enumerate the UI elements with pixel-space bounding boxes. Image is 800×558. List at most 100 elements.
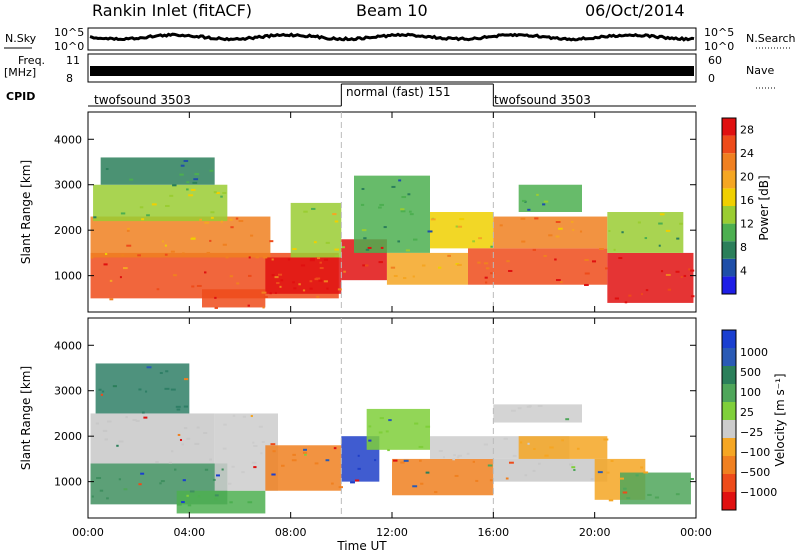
power-cell [309,259,315,262]
power-cell [311,207,316,210]
power-cell [438,266,442,269]
time-axis-label: Time UT [336,539,387,553]
velocity-ytick-label: 4000 [54,339,82,352]
velocity-cell [452,458,456,461]
power-ytick-label: 2000 [54,224,82,237]
nsky-tick-bottom: 10^0 [54,40,84,53]
power-cell [506,260,510,263]
power-cell [543,200,549,203]
power-cell [298,283,301,286]
velocity-cell [197,495,201,498]
velocity-cell [179,438,182,441]
power-cell [156,288,160,291]
velocity-cell [561,439,564,442]
power-cell [139,206,144,209]
velocity-cell [183,427,188,430]
power-cell [120,212,126,215]
power-cell [477,261,481,264]
power-cbar-swatch [722,170,736,189]
beam-label: Beam 10 [356,1,428,20]
velocity-cell [123,488,128,491]
velocity-cell [635,474,639,477]
power-cell [274,276,279,279]
freq-label: Freq. [18,54,45,67]
velocity-cell [253,466,257,469]
power-cell [287,258,291,261]
velocity-cell [182,479,186,482]
velocity-cbar-swatch [722,402,736,420]
velocity-cell [292,453,296,456]
power-cell [262,306,265,309]
power-cell [572,228,575,231]
power-cell [172,184,177,187]
power-cell [367,246,372,249]
power-cell [334,255,340,258]
power-cell [274,291,277,294]
velocity-cell [597,471,603,474]
power-cell [644,237,648,240]
nsky-tick-top: 10^5 [54,26,84,39]
freq-unit: [MHz] [4,66,36,79]
power-cell [343,270,346,273]
power-cell [210,211,215,214]
velocity-cell [214,494,219,497]
velocity-cell [204,468,209,471]
power-cell [660,270,664,273]
power-cell [401,196,407,199]
velocity-cell [414,422,419,425]
power-cell [405,249,410,252]
power-cbar-tick: 24 [740,147,754,160]
velocity-cell [510,409,516,412]
velocity-cell [571,466,576,469]
velocity-cell [209,458,212,461]
power-cell [430,218,436,221]
power-cell [193,178,199,181]
velocity-cell [143,416,148,419]
power-cell [542,203,546,206]
power-cell [165,204,170,207]
power-cell [645,289,649,292]
power-region [90,216,271,258]
velocity-cell [140,472,145,475]
velocity-cell [527,442,530,445]
velocity-cell [517,407,522,410]
power-cell [169,194,174,197]
power-cell [499,224,503,227]
power-cell [570,220,574,223]
power-cell [400,208,405,211]
power-cell [179,173,184,176]
velocity-cbar-swatch [722,348,736,366]
velocity-cbar-swatch [722,456,736,474]
power-cell [521,199,526,202]
power-cbar-tick: 12 [740,218,754,231]
power-cbar-swatch [722,135,736,154]
velocity-cbar-tick: −500 [740,466,770,479]
freq-tick-bottom: 8 [66,72,73,85]
power-region [430,212,494,249]
cpid-strip: CPID twofsound 3503 normal (fast) 151 tw… [6,83,696,107]
power-cbar-swatch [722,153,736,171]
power-cell [180,164,185,167]
nave-tick-bottom: 0 [708,72,715,85]
power-region [607,252,694,303]
power-cell [222,191,227,194]
power-cell [229,218,233,221]
power-cell [196,284,202,287]
power-cell [680,276,683,279]
velocity-cell [171,450,174,453]
nave-label: Nave [746,64,774,77]
power-cell [363,237,367,240]
velocity-cell [565,418,570,421]
velocity-cell [186,494,189,497]
velocity-cell [643,471,649,474]
velocity-cell [690,477,694,480]
velocity-cell [487,464,493,467]
power-cell [105,168,109,171]
power-cell [679,222,683,225]
velocity-cell [388,419,392,422]
power-cell [534,217,539,220]
power-cell [484,276,488,279]
power-cell [361,187,365,190]
power-cell [220,195,223,198]
